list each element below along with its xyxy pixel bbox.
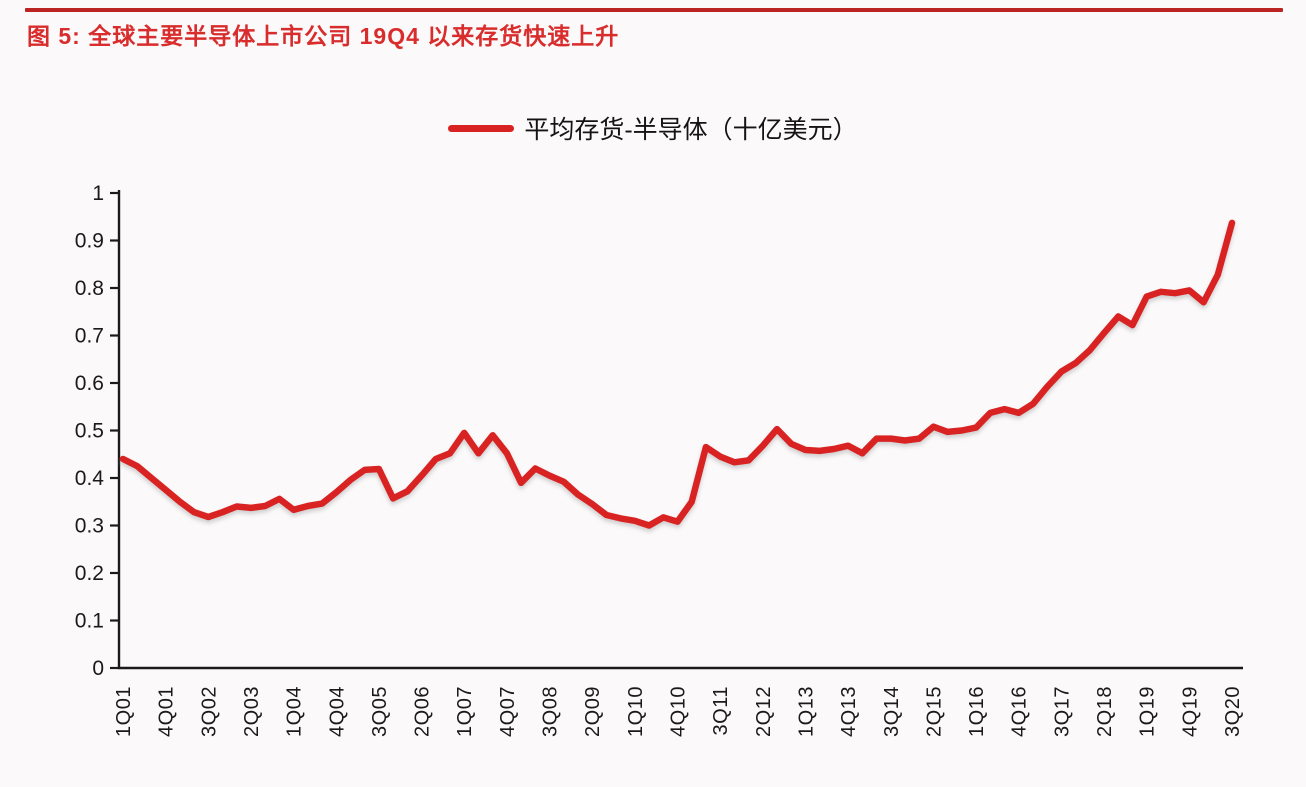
x-axis-label: 1Q01 xyxy=(113,686,135,737)
x-axis-label: 3Q17 xyxy=(1051,686,1073,737)
axis-lines xyxy=(117,190,1243,670)
x-axis-label: 4Q07 xyxy=(497,686,519,737)
x-axis-label: 3Q05 xyxy=(369,686,391,737)
series-line-average-inventory xyxy=(119,219,1236,529)
figure-title: 图 5: 全球主要半导体上市公司 19Q4 以来存货快速上升 xyxy=(27,23,620,49)
x-axis-label: 1Q07 xyxy=(454,686,476,737)
legend-label: 平均存货-半导体（十亿美元） xyxy=(524,116,858,144)
x-axis-label: 1Q04 xyxy=(284,686,306,737)
x-axis-label: 1Q16 xyxy=(966,686,988,737)
x-axis-label: 3Q14 xyxy=(881,686,903,737)
y-axis-label: 1 xyxy=(92,182,104,205)
y-axis-label: 0.6 xyxy=(75,372,104,395)
x-axis-label: 4Q01 xyxy=(156,686,178,737)
x-axis-label: 4Q19 xyxy=(1179,686,1201,737)
y-axis-label: 0.7 xyxy=(75,325,104,348)
x-axis-label: 2Q09 xyxy=(582,686,604,737)
y-axis-label: 0.9 xyxy=(75,230,104,253)
y-axis-label: 0.2 xyxy=(75,562,104,585)
x-axis-label: 4Q04 xyxy=(326,686,348,737)
y-axis-label: 0.1 xyxy=(75,610,104,633)
x-axis-label: 1Q10 xyxy=(625,686,647,737)
y-axis-label: 0 xyxy=(92,657,104,680)
x-axis-label: 2Q18 xyxy=(1094,686,1116,737)
x-axis-label: 4Q13 xyxy=(838,686,860,737)
x-axis-label: 2Q03 xyxy=(241,686,263,737)
x-axis-label: 1Q13 xyxy=(795,686,817,737)
x-axis-label: 3Q08 xyxy=(540,686,562,737)
y-axis-label: 0.8 xyxy=(75,277,104,300)
x-axis-label: 1Q19 xyxy=(1137,686,1159,737)
x-axis-label: 4Q10 xyxy=(668,686,690,737)
y-axis-label: 0.4 xyxy=(75,467,105,490)
legend-line-swatch xyxy=(448,124,515,132)
x-axis-label: 2Q06 xyxy=(412,686,434,737)
x-axis-label: 2Q15 xyxy=(923,686,945,737)
title-rule xyxy=(25,8,1283,12)
y-axis-label: 0.5 xyxy=(75,420,104,443)
x-axis-label: 3Q20 xyxy=(1222,686,1244,737)
x-axis-label: 3Q02 xyxy=(198,686,220,737)
x-axis-label: 4Q16 xyxy=(1009,686,1031,737)
chart-legend: 平均存货-半导体（十亿美元） xyxy=(0,110,1306,146)
y-axis-label: 0.3 xyxy=(75,515,104,538)
x-axis-label: 2Q12 xyxy=(753,686,775,737)
x-axis-label: 3Q11 xyxy=(710,686,732,735)
